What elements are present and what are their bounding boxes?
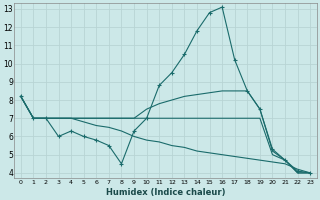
X-axis label: Humidex (Indice chaleur): Humidex (Indice chaleur) — [106, 188, 225, 197]
